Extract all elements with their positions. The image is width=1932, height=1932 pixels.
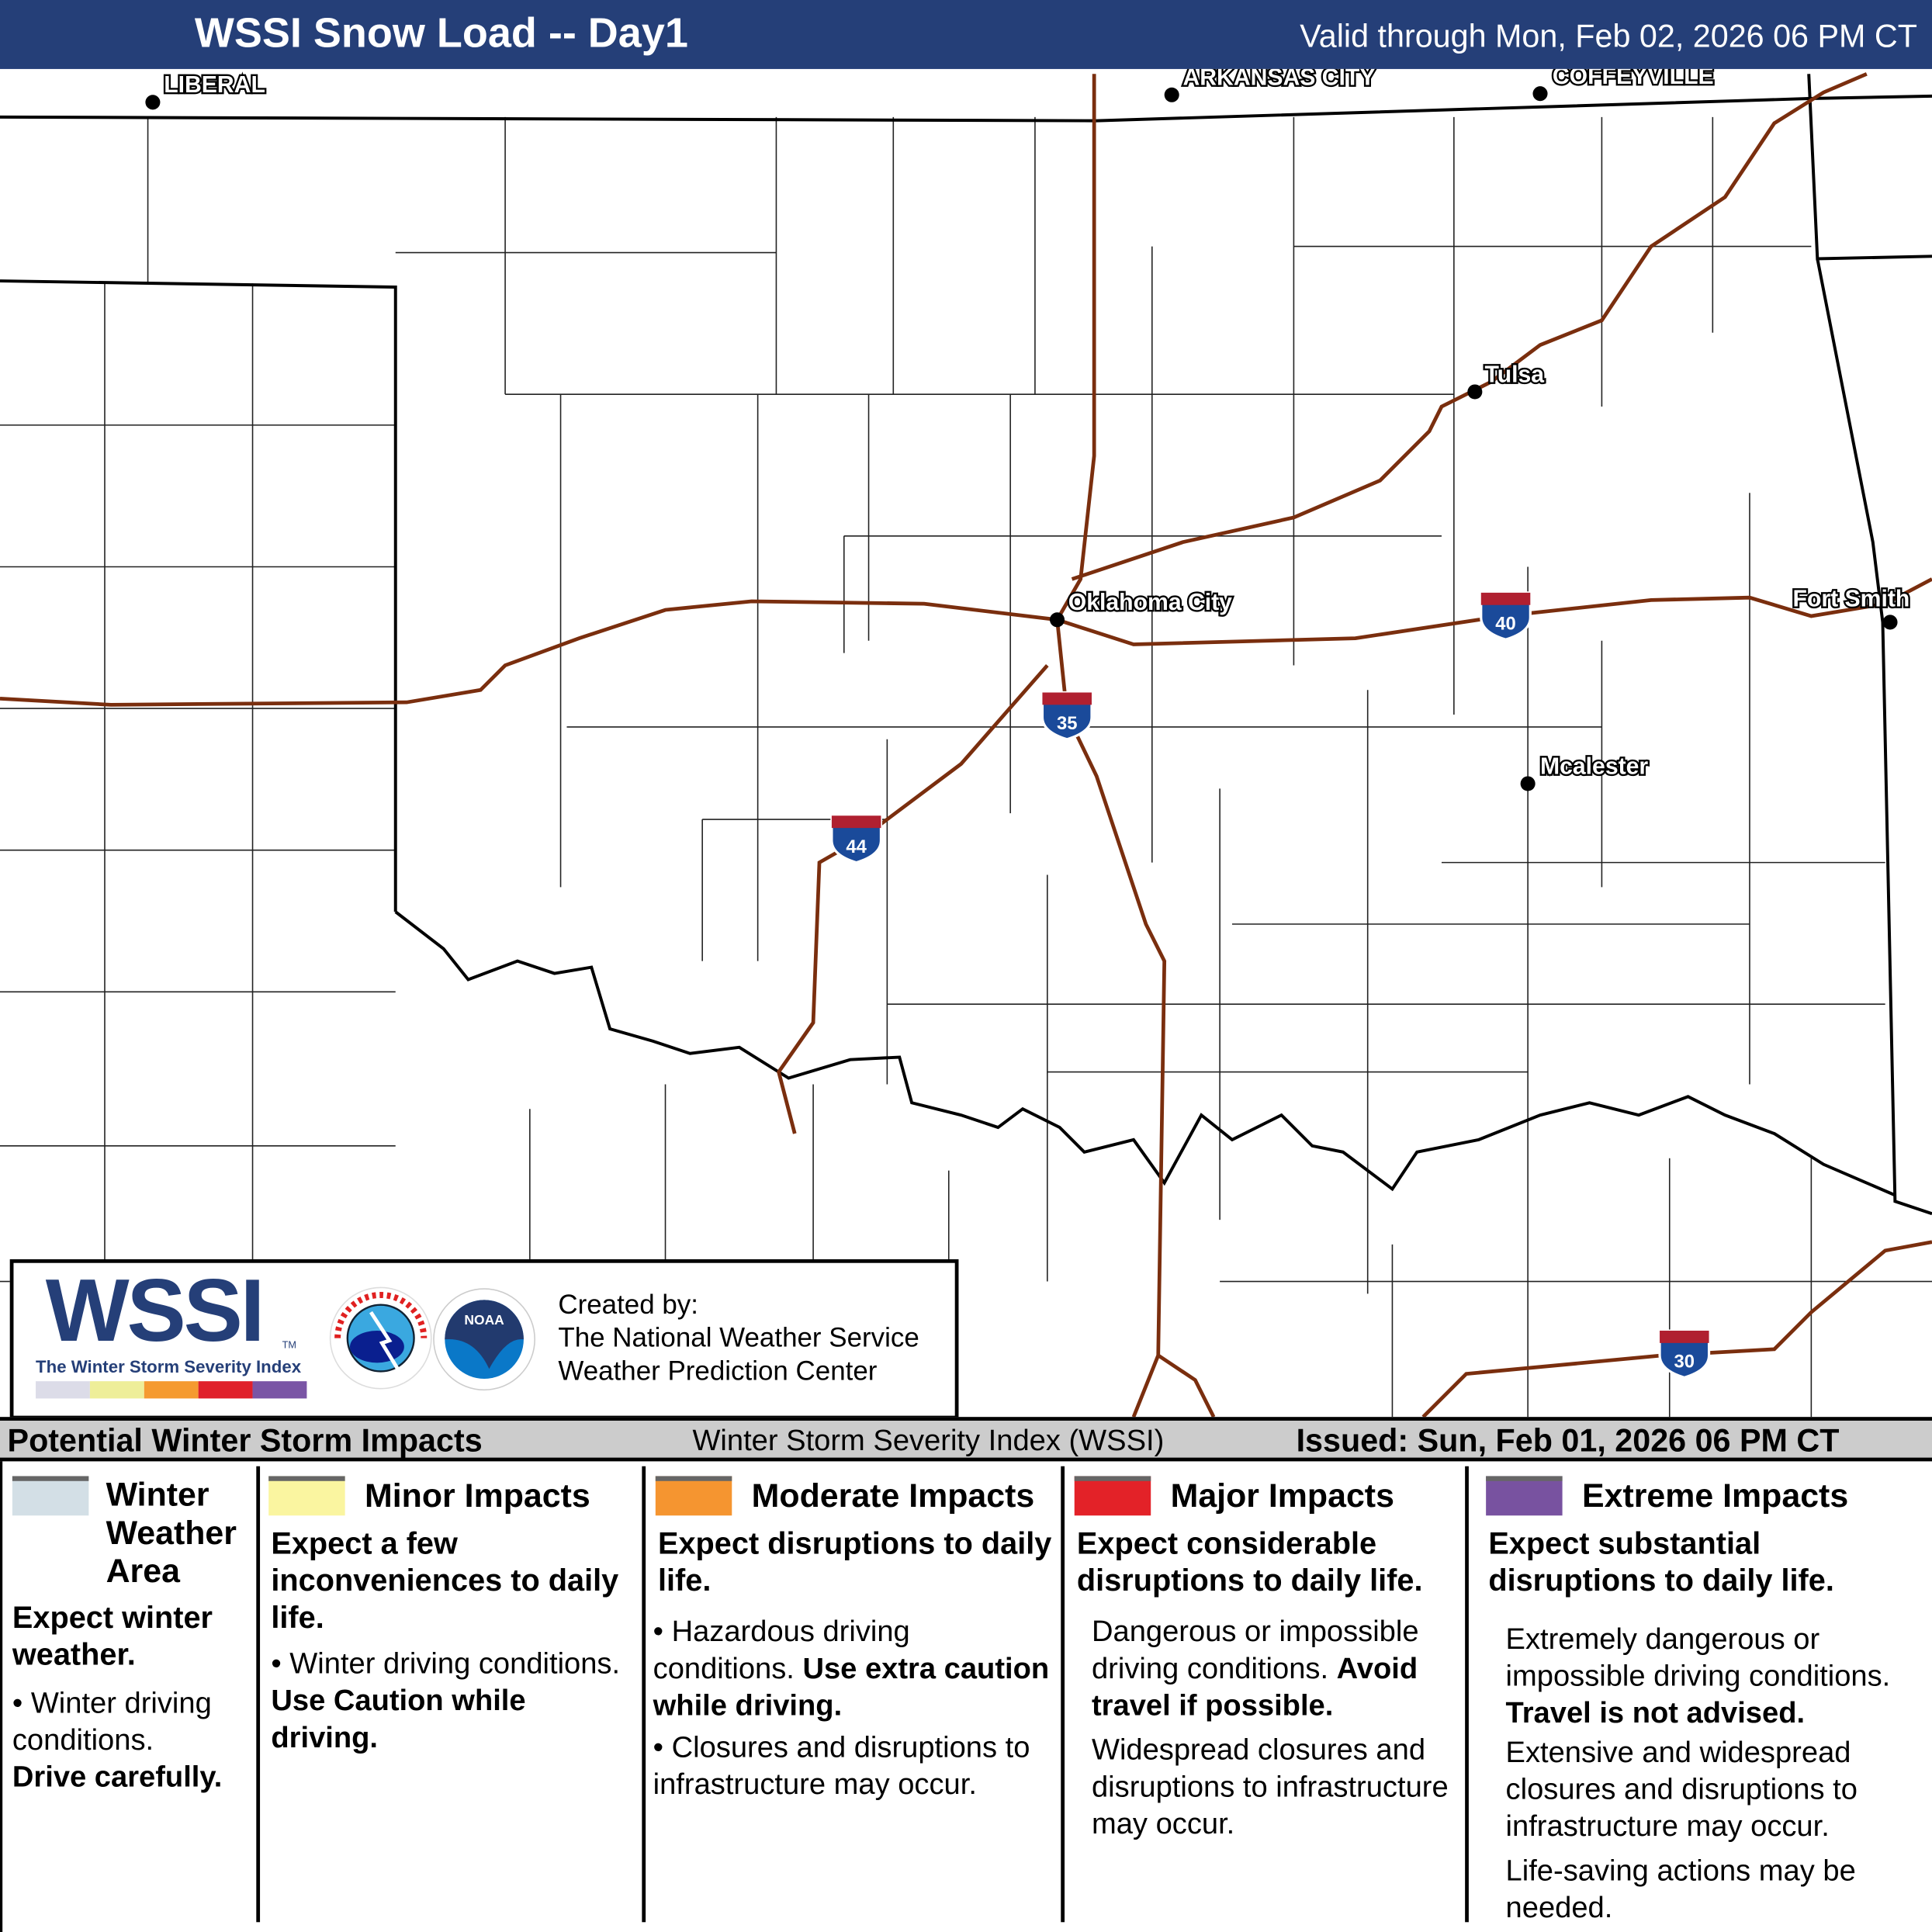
swatch-major — [1074, 1476, 1151, 1516]
legend-bold: Use Caution while driving. — [271, 1684, 526, 1755]
org-wpc: Weather Prediction Center — [558, 1355, 878, 1387]
legend-title: Moderate Impacts — [751, 1477, 1035, 1515]
i30-road — [1421, 1240, 1932, 1418]
legend-text: Extremely dangerous or impossible drivin… — [1505, 1622, 1891, 1693]
interstate-40-number: 40 — [1495, 613, 1515, 634]
impacts-title-bar: Potential Winter Storm Impacts Winter St… — [0, 1417, 1932, 1462]
state-borders — [0, 74, 1932, 1216]
i40-road — [0, 577, 1932, 707]
credits-box: WSSI TM The Winter Storm Severity Index … — [9, 1259, 959, 1420]
interstate-35-number: 35 — [1057, 713, 1077, 734]
legend-text: Closures and disruptions to infrastructu… — [653, 1731, 1030, 1802]
wssi-name: Winter Storm Severity Index (WSSI) — [692, 1424, 1165, 1458]
legend-text: Widespread closures and disruptions to i… — [1091, 1733, 1449, 1841]
legend-title: Minor Impacts — [365, 1477, 590, 1515]
city-label-tulsa: Tulsa — [1485, 362, 1545, 387]
legend-head: Expect a few inconveniences to daily lif… — [271, 1526, 619, 1636]
legend-extreme-impacts: Extreme Impacts Expect substantial disru… — [1479, 1461, 1932, 1924]
noaa-logo-icon: NOAA — [433, 1288, 535, 1391]
county-lines — [0, 116, 1932, 1418]
legend-divider — [642, 1466, 646, 1923]
legend-winter-weather-area: Winter Weather Area Expect winter weathe… — [2, 1461, 256, 1922]
issued-time: Issued: Sun, Feb 01, 2026 06 PM CT — [1296, 1421, 1840, 1459]
city-label-liberal: LIBERAL — [164, 72, 265, 98]
interstate-30-shield: 30 — [1658, 1329, 1711, 1380]
swatch-extreme — [1486, 1476, 1563, 1516]
legend-text: Dangerous or impossible driving conditio… — [1091, 1615, 1419, 1686]
swatch-minor — [268, 1476, 345, 1516]
interstate-44-number: 44 — [846, 836, 867, 857]
interstate-40-shield: 40 — [1480, 591, 1532, 641]
i44-road — [777, 72, 1868, 1134]
legend-major-impacts: Major Impacts Expect considerable disrup… — [1069, 1461, 1463, 1922]
legend-bold: Use extra caution while driving. — [653, 1652, 1050, 1723]
city-label-arkansas-city: ARKANSAS CITY — [1182, 69, 1375, 91]
map-header: WSSI Snow Load -- Day1 Valid through Mon… — [0, 0, 1932, 69]
legend-bold: Avoid travel if possible. — [1091, 1652, 1418, 1723]
city-label-fort-smith: Fort Smith — [1793, 586, 1910, 611]
impact-legend: Winter Weather Area Expect winter weathe… — [0, 1461, 1932, 1932]
legend-title: Major Impacts — [1170, 1477, 1394, 1515]
valid-time: Valid through Mon, Feb 02, 2026 06 PM CT — [1300, 17, 1917, 54]
interstate-44-shield: 44 — [830, 814, 883, 864]
legend-text: Life-saving actions may be needed. — [1505, 1854, 1856, 1925]
interstate-35-shield: 35 — [1040, 691, 1093, 741]
legend-text: Winter driving conditions. — [12, 1686, 212, 1757]
interstate-roads — [0, 72, 1932, 1418]
legend-bold: Drive carefully. — [12, 1761, 223, 1795]
noaa-logo-text: NOAA — [464, 1312, 504, 1328]
wssi-logo: WSSI — [45, 1262, 265, 1361]
trademark: TM — [282, 1339, 297, 1351]
created-by-label: Created by: — [558, 1289, 698, 1320]
map: LIBERAL ARKANSAS CITY COFFEYVILLE Tulsa … — [0, 69, 1932, 1418]
legend-divider — [1465, 1466, 1469, 1923]
legend-minor-impacts: Minor Impacts Expect a few inconvenience… — [264, 1461, 639, 1922]
legend-title: Winter Weather Area — [106, 1476, 237, 1590]
legend-head: Expect considerable disruptions to daily… — [1076, 1526, 1423, 1598]
wssi-color-scale — [36, 1381, 307, 1399]
impacts-heading: Potential Winter Storm Impacts — [7, 1421, 483, 1459]
nws-logo-icon — [329, 1286, 432, 1390]
legend-divider — [1061, 1466, 1065, 1923]
city-label-mcalester: Mcalester — [1540, 753, 1648, 779]
legend-text: Hazardous driving conditions. — [653, 1615, 910, 1686]
legend-text: Winter driving conditions. — [289, 1647, 621, 1681]
legend-divider — [256, 1466, 261, 1923]
map-title: WSSI Snow Load -- Day1 — [194, 9, 688, 57]
city-label-coffeyville: COFFEYVILLE — [1553, 69, 1714, 89]
legend-bold: Travel is not advised. — [1505, 1696, 1806, 1730]
interstate-30-number: 30 — [1674, 1352, 1695, 1373]
legend-title: Extreme Impacts — [1582, 1477, 1849, 1515]
created-by: Created by: The National Weather Service… — [558, 1287, 919, 1387]
legend-head: Expect substantial disruptions to daily … — [1488, 1526, 1834, 1598]
wssi-subtitle: The Winter Storm Severity Index — [36, 1356, 302, 1376]
legend-moderate-impacts: Moderate Impacts Expect disruptions to d… — [653, 1476, 1052, 1802]
swatch-winter — [12, 1476, 89, 1516]
swatch-moderate — [655, 1476, 732, 1516]
city-dots — [145, 86, 1898, 791]
legend-text: Extensive and widespread closures and di… — [1505, 1736, 1858, 1844]
org-nws: The National Weather Service — [558, 1321, 919, 1353]
i35-road — [1055, 74, 1216, 1418]
city-label-oklahoma-city: Oklahoma City — [1068, 590, 1232, 615]
legend-head: Expect disruptions to daily life. — [657, 1526, 1052, 1598]
legend-head: Expect winter weather. — [12, 1600, 213, 1672]
